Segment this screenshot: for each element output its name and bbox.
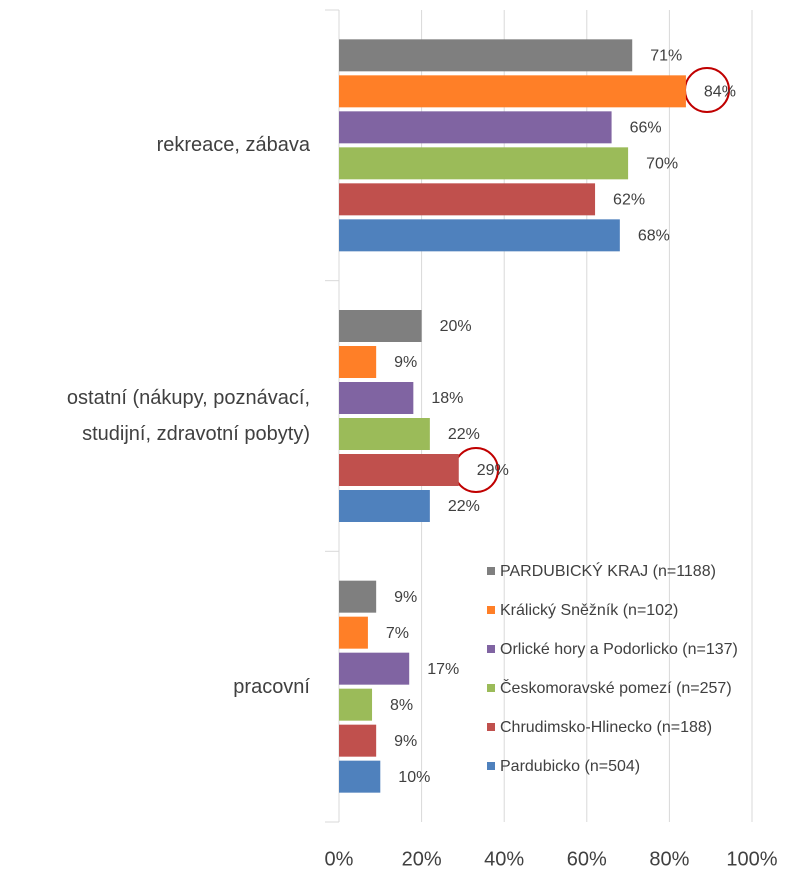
value-label: 70% bbox=[646, 156, 678, 173]
value-label: 71% bbox=[650, 48, 682, 65]
value-label: 68% bbox=[638, 228, 670, 245]
legend-label: Králický Sněžník (n=102) bbox=[500, 602, 678, 619]
legend-swatch bbox=[487, 762, 495, 770]
legend-swatch bbox=[487, 645, 495, 653]
bar bbox=[339, 418, 430, 450]
x-tick-label: 80% bbox=[649, 848, 689, 869]
value-label: 62% bbox=[613, 192, 645, 209]
bar bbox=[339, 75, 686, 108]
bar bbox=[339, 724, 377, 757]
bar bbox=[339, 454, 459, 486]
legend-label: Orlické hory a Podorlicko (n=137) bbox=[500, 641, 738, 658]
value-label: 9% bbox=[394, 589, 417, 606]
bar bbox=[339, 580, 377, 613]
value-label: 17% bbox=[427, 661, 459, 678]
bar bbox=[339, 39, 633, 72]
legend-swatch bbox=[487, 606, 495, 614]
bar bbox=[339, 111, 612, 144]
bar bbox=[339, 652, 410, 685]
value-label: 8% bbox=[390, 697, 413, 714]
value-label: 22% bbox=[448, 498, 480, 515]
category-label: ostatní (nákupy, poznávací, studijní, zd… bbox=[66, 387, 310, 445]
bar bbox=[339, 346, 377, 378]
bar bbox=[339, 183, 596, 216]
legend-swatch bbox=[487, 684, 495, 692]
x-tick-label: 100% bbox=[726, 848, 777, 869]
value-label: 22% bbox=[448, 426, 480, 443]
x-tick-label: 20% bbox=[402, 848, 442, 869]
bar bbox=[339, 310, 422, 342]
legend-swatch bbox=[487, 723, 495, 731]
x-tick-label: 40% bbox=[484, 848, 524, 869]
bar bbox=[339, 760, 381, 793]
x-tick-label: 60% bbox=[567, 848, 607, 869]
legend-swatch bbox=[487, 567, 495, 575]
bar bbox=[339, 490, 430, 522]
bar bbox=[339, 147, 629, 180]
legend-label: Českomoravské pomezí (n=257) bbox=[500, 678, 732, 697]
category-label: pracovní bbox=[233, 675, 310, 698]
legend-label: Chrudimsko-Hlinecko (n=188) bbox=[500, 719, 712, 736]
x-tick-label: 0% bbox=[325, 848, 354, 869]
legend-label: Pardubicko (n=504) bbox=[500, 758, 640, 775]
value-label: 10% bbox=[398, 769, 430, 786]
category-label: rekreace, zábava bbox=[156, 134, 310, 157]
bar bbox=[339, 688, 373, 721]
bar bbox=[339, 616, 368, 649]
value-label: 66% bbox=[630, 120, 662, 137]
value-label: 20% bbox=[440, 318, 472, 335]
bar bbox=[339, 219, 620, 252]
value-label: 84% bbox=[704, 84, 736, 101]
value-label: 18% bbox=[431, 390, 463, 407]
value-label: 9% bbox=[394, 733, 417, 750]
value-label: 7% bbox=[386, 625, 409, 642]
legend-label: PARDUBICKÝ KRAJ (n=1188) bbox=[500, 561, 716, 580]
value-label: 9% bbox=[394, 354, 417, 371]
value-label: 29% bbox=[477, 462, 509, 479]
bar bbox=[339, 382, 414, 414]
